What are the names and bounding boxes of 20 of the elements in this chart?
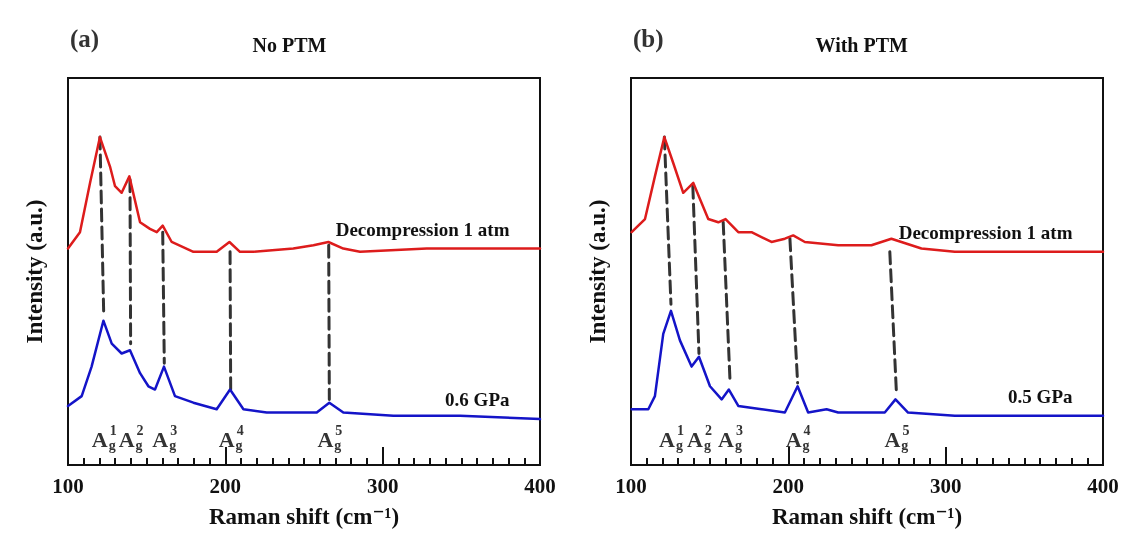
series-label: Decompression 1 atm: [898, 221, 1073, 243]
text: (a): [70, 25, 100, 53]
text: (b): [632, 25, 664, 53]
series-label: 0.5 GPa: [1007, 385, 1073, 407]
series-label: 0.6 GPa: [445, 389, 510, 411]
chart-title: No PTM: [252, 34, 327, 56]
x-axis-title: Raman shift (cm⁻¹): [771, 504, 962, 529]
x-tick-label: 400: [1086, 473, 1119, 498]
x-tick-label: 400: [524, 473, 556, 498]
y-axis-title: Intensity (a.u.): [584, 199, 610, 344]
x-tick-label: 300: [366, 473, 399, 498]
series-label: Decompression 1 atm: [335, 218, 510, 240]
x-tick-label: 200: [772, 473, 804, 498]
x-tick-label: 300: [929, 473, 961, 498]
x-tick-label: 200: [209, 473, 242, 498]
chart-title: With PTM: [815, 34, 908, 56]
x-tick-label: 100: [614, 473, 647, 498]
x-tick-label: 100: [52, 473, 84, 498]
y-axis-title: Intensity (a.u.): [22, 199, 47, 344]
x-axis-title: Raman shift (cm⁻¹): [208, 504, 400, 529]
